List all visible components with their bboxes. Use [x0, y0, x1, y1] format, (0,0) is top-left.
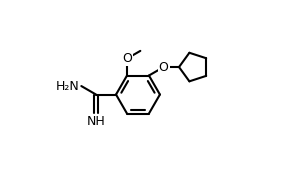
Text: O: O [159, 61, 169, 74]
Text: NH: NH [87, 115, 105, 128]
Text: H₂N: H₂N [56, 80, 80, 93]
Text: O: O [122, 52, 132, 65]
